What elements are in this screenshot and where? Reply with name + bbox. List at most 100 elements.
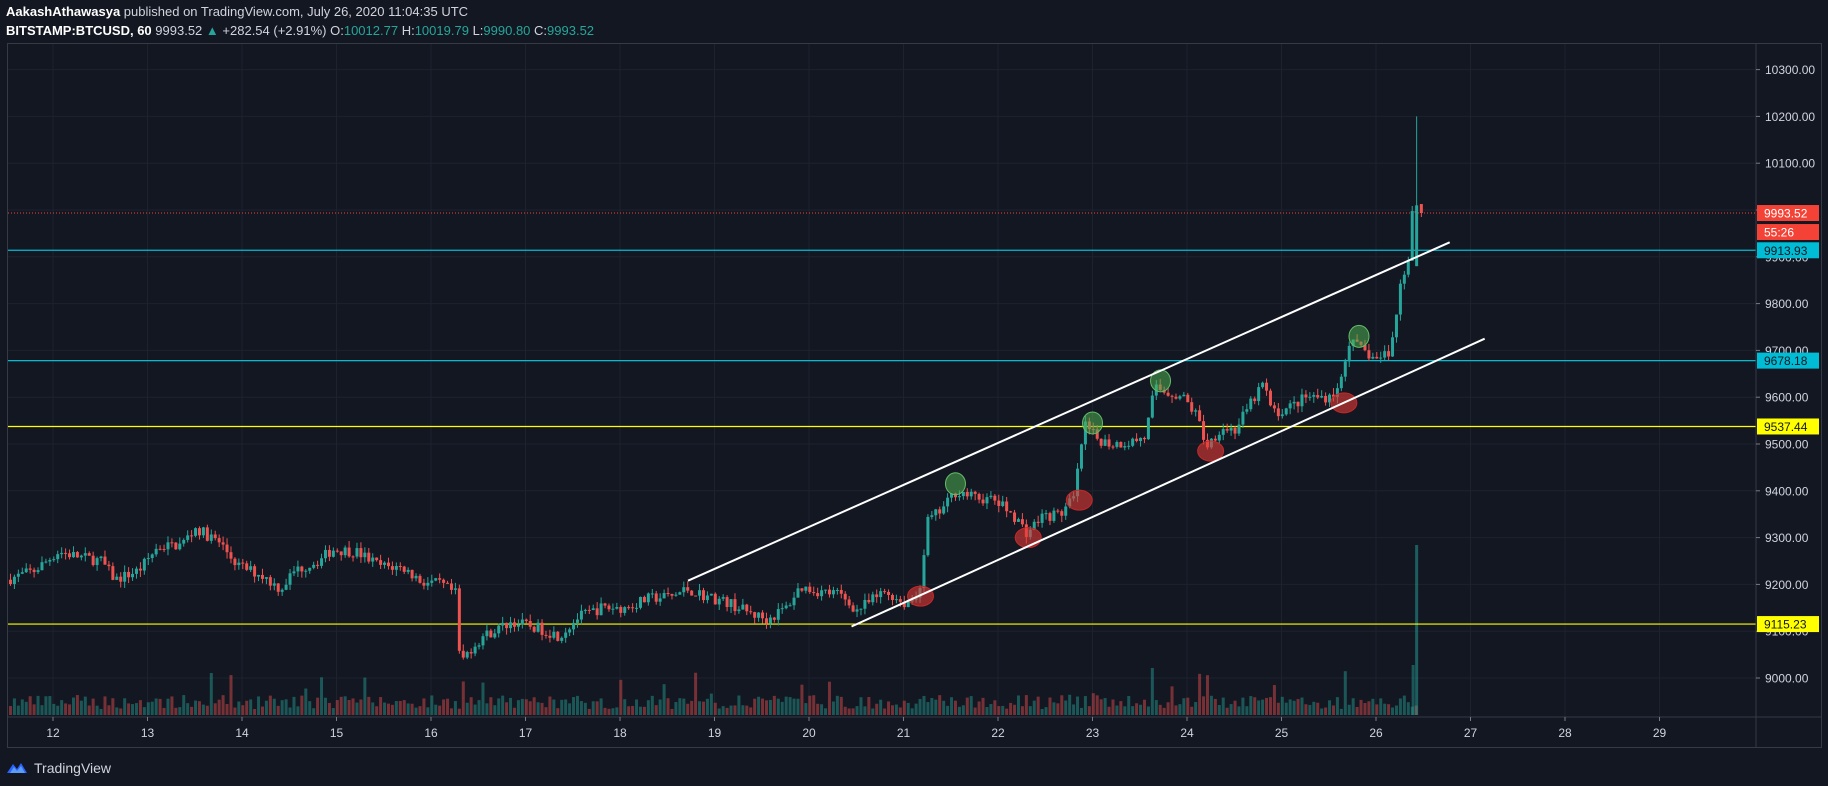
chart-panel[interactable]: 9000.009100.009200.009300.009400.009500.… [7, 43, 1822, 748]
volume-bar [670, 708, 674, 715]
volume-bar [835, 695, 839, 715]
candle-body [827, 589, 831, 595]
volume-bar [24, 701, 28, 715]
symbol-label[interactable]: BITSTAMP:BTCUSD, 60 [6, 23, 152, 38]
candle-body [111, 566, 115, 580]
price-chart[interactable]: 9000.009100.009200.009300.009400.009500.… [8, 44, 1821, 747]
candle-body [410, 569, 414, 579]
candle-body [461, 650, 465, 658]
volume-bar [241, 705, 245, 715]
volume-bar [981, 697, 985, 715]
candle-body [182, 539, 186, 544]
candle-body [997, 500, 1001, 506]
volume-bar [280, 700, 284, 715]
volume-bar [1284, 702, 1288, 715]
candle-body [1245, 409, 1249, 412]
candle-body [863, 599, 867, 609]
volume-bar [166, 698, 170, 715]
volume-bar [745, 705, 749, 715]
candle-body [402, 566, 406, 572]
candle-body [536, 622, 540, 632]
volume-bar [1351, 698, 1355, 715]
candle-body [288, 573, 292, 585]
price-axis[interactable]: 9000.009100.009200.009300.009400.009500.… [1756, 63, 1815, 686]
author-name[interactable]: AakashAthawasya [6, 4, 121, 19]
volume-bar [627, 706, 631, 715]
volume-bar [406, 703, 410, 715]
candle-body [532, 626, 536, 632]
volume-bar [386, 703, 390, 715]
candle-body [540, 622, 544, 635]
candle-body [729, 599, 733, 608]
y-tick-label: 10100.00 [1765, 157, 1815, 171]
candle-body [524, 619, 528, 621]
candle-body [68, 553, 72, 558]
volume-bar [375, 706, 379, 715]
hline-price-label: 9537.44 [1764, 420, 1808, 434]
volume-bar [1158, 704, 1162, 715]
volume-bar [1087, 706, 1091, 715]
volume-bar [780, 701, 784, 715]
trend-channel[interactable] [687, 241, 1486, 628]
y-tick-label: 10200.00 [1765, 110, 1815, 124]
candle-body [355, 548, 359, 557]
candle-body [1060, 511, 1064, 516]
volume-bar [1245, 706, 1249, 715]
candle-body [993, 495, 997, 501]
volume-bar [843, 706, 847, 715]
volume-bar [883, 708, 887, 715]
x-tick-label: 13 [141, 726, 155, 740]
volume-bar [107, 705, 111, 715]
volume-bar [831, 701, 835, 715]
candle-body [414, 575, 418, 579]
price-axis-labels: 9993.52 55:26 9913.93 9678.18 9537.44 9115.23 [1757, 205, 1819, 633]
candle-body [1375, 356, 1379, 359]
hline-price-label-bg [1757, 242, 1819, 259]
candle-body [934, 509, 938, 516]
candle-body [127, 571, 131, 578]
candle-body [516, 624, 520, 627]
candle-body [87, 553, 91, 556]
time-axis[interactable]: 12 13 14 15 16 17 18 19 20 21 22 23 24 25 26 27 28 29 [46, 717, 1666, 740]
up-arrow-icon: ▲ [205, 23, 219, 38]
candle-body [1052, 510, 1056, 521]
horizontal-lines[interactable] [8, 212, 1756, 625]
candle-body [694, 595, 698, 597]
volume-bar [1056, 703, 1060, 715]
volume-bar [985, 707, 989, 715]
volume-bar [154, 698, 158, 715]
volume-bar [757, 696, 761, 715]
candle-body [1221, 429, 1225, 435]
candle-body [264, 577, 268, 579]
candle-body [12, 576, 16, 585]
candle-body [229, 552, 233, 559]
candle-body [985, 497, 989, 504]
candle-body [938, 509, 942, 514]
volume-bar [1060, 695, 1064, 715]
volume-bar [642, 706, 646, 715]
candle-body [1394, 314, 1398, 338]
tradingview-logo-icon[interactable] [6, 761, 28, 775]
candle-body [83, 553, 87, 556]
candles[interactable] [8, 116, 1423, 660]
candle-body [1013, 512, 1017, 522]
candle-body [1099, 438, 1103, 446]
volume-bar [355, 702, 359, 715]
candle-body [1150, 395, 1154, 418]
volume-bar [446, 698, 450, 715]
candle-body [40, 562, 44, 571]
candle-body [442, 579, 446, 583]
volume-bar [1079, 707, 1083, 715]
candle-body [131, 573, 135, 578]
volume-bar [276, 705, 280, 715]
volume-bar [713, 702, 717, 715]
close-value: 9993.52 [547, 23, 595, 38]
volume-bar [1020, 706, 1024, 715]
volume-bar [367, 696, 371, 715]
channel-line [687, 241, 1451, 582]
candle-body [91, 555, 95, 566]
volume-bar [705, 698, 709, 715]
candle-body [824, 589, 828, 591]
annotation-markers[interactable] [907, 324, 1370, 607]
change-text: +282.54 (+2.91%) [222, 23, 327, 38]
